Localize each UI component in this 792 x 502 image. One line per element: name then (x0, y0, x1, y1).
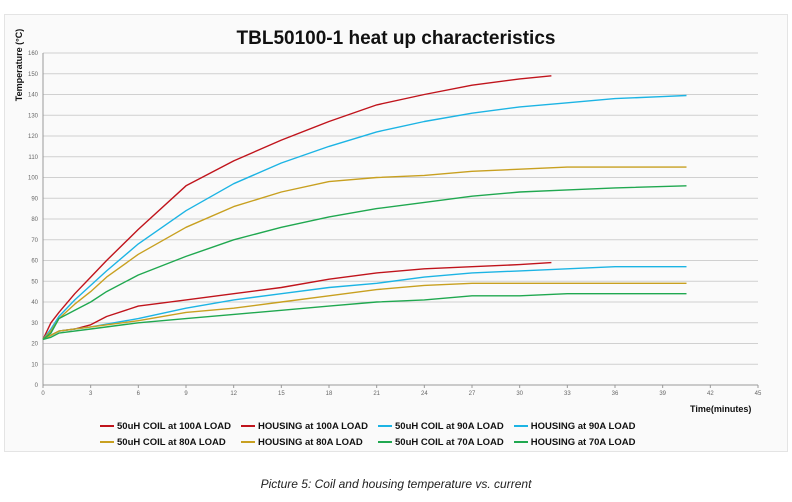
y-tick-label: 120 (28, 134, 39, 140)
series-line-6 (42, 282, 687, 341)
y-tick-label: 20 (31, 342, 38, 348)
legend-swatch (100, 441, 114, 443)
x-tick-label: 27 (469, 391, 476, 397)
x-tick-label: 33 (564, 391, 571, 397)
legend-item: HOUSING at 80A LOAD (241, 435, 368, 449)
x-tick-label: 21 (373, 391, 380, 397)
series-line-3 (42, 94, 687, 340)
y-tick-label: 70 (31, 238, 38, 244)
legend-swatch (513, 441, 528, 443)
y-tick-label: 0 (35, 383, 39, 389)
y-tick-label: 110 (28, 155, 38, 161)
legend: 50uH COIL at 100A LOAD HOUSING at 100A LO… (100, 419, 635, 449)
legend-swatch (100, 425, 114, 427)
x-tick-label: 42 (707, 391, 714, 397)
x-tick-label: 6 (137, 391, 141, 397)
y-tick-label: 50 (31, 279, 38, 285)
x-tick-label: 9 (184, 391, 188, 397)
series-line-2 (42, 261, 552, 341)
x-tick-label: 0 (41, 391, 45, 397)
legend-swatch (378, 441, 393, 443)
legend-swatch (513, 425, 528, 427)
figure-caption: Picture 5: Coil and housing temperature … (260, 477, 532, 491)
y-tick-label: 40 (31, 300, 38, 306)
series-line-7 (42, 185, 687, 340)
legend-item: HOUSING at 70A LOAD (513, 435, 636, 449)
x-tick-label: 36 (612, 391, 619, 397)
y-tick-label: 130 (28, 113, 39, 119)
legend-label: 50uH COIL at 80A LOAD (117, 436, 226, 448)
x-tick-label: 3 (89, 391, 93, 397)
legend-item: 50uH COIL at 70A LOAD (378, 435, 504, 449)
legend-item: HOUSING at 100A LOAD (241, 419, 368, 433)
legend-swatch (241, 441, 256, 443)
y-tick-label: 90 (31, 196, 38, 202)
series-line-5 (42, 166, 687, 340)
y-tick-label: 10 (31, 362, 38, 368)
y-tick-label: 30 (31, 321, 38, 327)
y-tick-label: 100 (28, 176, 39, 182)
legend-swatch (378, 425, 393, 427)
chart-title: TBL50100-1 heat up characteristics (236, 28, 556, 49)
x-tick-label: 30 (516, 391, 523, 397)
x-tick-label: 15 (278, 391, 285, 397)
legend-label: HOUSING at 100A LOAD (258, 420, 369, 432)
legend-item: 50uH COIL at 80A LOAD (100, 435, 231, 449)
legend-item: 50uH COIL at 100A LOAD (100, 419, 231, 433)
legend-swatch (241, 425, 256, 427)
series-line-1 (42, 75, 552, 340)
x-tick-label: 18 (326, 391, 333, 397)
series-line-8 (42, 293, 687, 341)
x-tick-label: 12 (230, 391, 237, 397)
y-tick-label: 60 (31, 259, 38, 265)
legend-label: 50uH COIL at 70A LOAD (395, 436, 504, 448)
y-tick-label: 160 (28, 51, 39, 57)
legend-item: 50uH COIL at 90A LOAD (378, 419, 504, 433)
legend-label: 50uH COIL at 90A LOAD (395, 420, 504, 432)
legend-item: HOUSING at 90A LOAD (513, 419, 636, 433)
x-tick-label: 45 (755, 391, 762, 397)
y-tick-label: 140 (28, 93, 39, 99)
x-axis-label: Time(minutes) (690, 404, 752, 414)
legend-label: HOUSING at 90A LOAD (530, 420, 636, 432)
legend-label: HOUSING at 70A LOAD (530, 436, 636, 448)
y-tick-label: 80 (31, 217, 38, 223)
x-tick-label: 24 (421, 391, 428, 397)
y-tick-label: 150 (28, 72, 39, 78)
x-tick-label: 39 (659, 391, 666, 397)
legend-label: HOUSING at 80A LOAD (258, 436, 363, 448)
legend-label: 50uH COIL at 100A LOAD (117, 420, 232, 432)
